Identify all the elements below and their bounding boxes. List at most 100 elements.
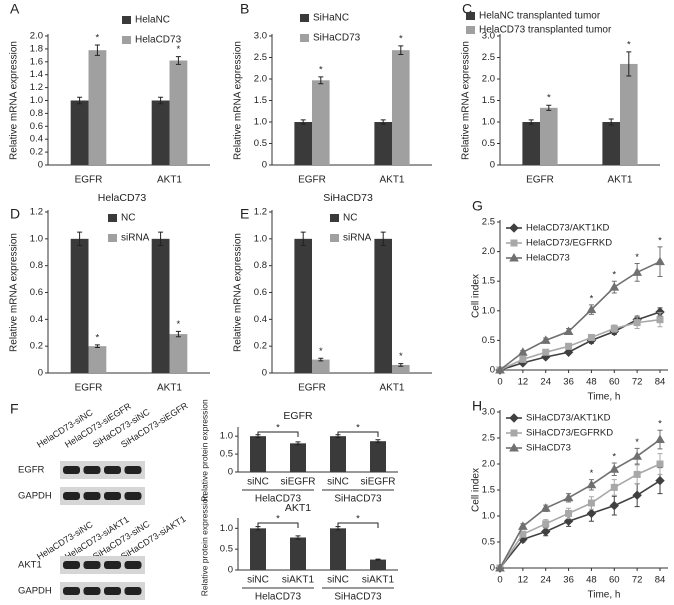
x-tick-label: 24	[540, 575, 551, 586]
point	[632, 451, 643, 460]
y-tick-label: 0	[228, 467, 233, 478]
error-bar	[375, 439, 381, 444]
point	[655, 475, 665, 486]
point	[609, 282, 620, 291]
y-tick-label: 1.5	[482, 276, 495, 287]
y-axis-label: Relative mRNA expression	[233, 233, 244, 352]
x-tick-label: siAKT1	[362, 575, 395, 586]
y-axis-label: Relative protein expression	[199, 493, 209, 596]
chart-title: AKT1	[285, 502, 311, 514]
panel-label: H	[472, 398, 482, 414]
y-tick-label: 0.8	[254, 260, 267, 271]
x-tick-label: AKT1	[157, 175, 182, 186]
significance: *	[399, 351, 403, 362]
y-tick-label: 1.0	[30, 95, 43, 106]
group-label: SiHaCD73	[334, 494, 382, 505]
point	[609, 464, 620, 473]
significance: *	[635, 437, 639, 448]
legend-marker	[510, 239, 518, 247]
x-tick-label: siNC	[327, 477, 349, 488]
point	[609, 500, 619, 511]
legend-label: HelaCD73/EGFRKD	[526, 238, 612, 249]
y-tick-label: 0	[490, 160, 495, 171]
panel-label: G	[472, 198, 483, 214]
x-tick-label: EGFR	[298, 175, 326, 186]
blot-band	[63, 587, 80, 595]
y-tick-label: 1.0	[482, 117, 495, 128]
y-tick-label: 0.5	[482, 335, 495, 346]
error-bar	[94, 344, 100, 349]
y-tick-label: 2.5	[482, 217, 495, 228]
y-tick-label: 1.0	[220, 523, 233, 534]
bar	[370, 441, 386, 472]
bar	[522, 122, 540, 165]
legend-marker	[509, 223, 519, 233]
bar	[70, 238, 89, 373]
y-tick-label: 1.8	[30, 43, 43, 54]
legend-label: SiHaCD73/AKT1KD	[526, 413, 611, 424]
y-tick-label: 2.5	[482, 433, 495, 444]
legend-swatch	[122, 36, 131, 44]
bar	[70, 100, 89, 165]
legend-label: HelaCD73	[135, 35, 182, 46]
x-tick-label: EGFR	[75, 175, 103, 186]
error-bar	[528, 119, 534, 125]
y-tick-label: 1.5	[254, 95, 267, 106]
point	[540, 335, 551, 344]
y-tick-label: 0	[490, 563, 495, 574]
x-tick-label: 12	[518, 377, 529, 388]
series-line	[499, 463, 661, 569]
point	[542, 520, 550, 528]
x-tick-label: AKT1	[379, 175, 404, 186]
legend-swatch	[300, 34, 309, 42]
bar	[374, 122, 392, 165]
series-line	[499, 479, 661, 569]
y-tick-label: 0.4	[30, 134, 43, 145]
error-bar	[380, 231, 386, 247]
significance: *	[96, 33, 100, 44]
point	[655, 256, 665, 266]
legend-swatch	[330, 214, 339, 222]
legend-label: siRNA	[343, 233, 372, 244]
y-tick-label: 3.0	[254, 31, 267, 42]
error-bar	[295, 535, 301, 540]
error-bar	[380, 119, 386, 125]
bar	[312, 80, 330, 165]
blot-band	[83, 561, 101, 569]
y-tick-label: 1.2	[30, 82, 43, 93]
x-tick-label: siAKT1	[282, 575, 315, 586]
x-tick-label: 48	[586, 575, 597, 586]
x-tick-label: siNC	[247, 575, 269, 586]
y-tick-label: 2.0	[254, 74, 267, 85]
bar	[374, 238, 392, 373]
x-tick-label: 24	[540, 377, 551, 388]
significance: *	[356, 514, 360, 525]
error-bar	[300, 231, 306, 247]
y-tick-label: 2.5	[482, 52, 495, 63]
error-bar	[318, 357, 324, 362]
point	[495, 364, 505, 374]
y-tick-label: 1.0	[220, 431, 233, 442]
point	[519, 355, 527, 363]
blot-band	[124, 466, 142, 474]
error-bar	[158, 231, 164, 247]
bar	[250, 528, 266, 570]
panel-label: A	[10, 1, 20, 17]
legend-label: SiHaCD73	[313, 33, 361, 44]
legend-label: SiHaNC	[313, 13, 349, 24]
y-tick-label: 1.4	[30, 69, 43, 80]
bar	[370, 559, 386, 570]
error-bar	[398, 45, 404, 55]
error-bar	[295, 441, 301, 446]
y-tick-label: 0	[262, 160, 267, 171]
y-tick-label: 0.4	[254, 314, 267, 325]
significance: *	[177, 44, 181, 55]
y-tick-label: 0.6	[30, 121, 43, 132]
blot-band	[104, 466, 121, 474]
significance-bracket	[337, 522, 379, 528]
legend-swatch	[300, 14, 309, 22]
legend-label: HelaNC transplanted tumor	[479, 11, 601, 22]
y-tick-label: 0.8	[30, 108, 43, 119]
y-tick-label: 0.5	[482, 537, 495, 548]
legend-swatch	[330, 234, 339, 242]
